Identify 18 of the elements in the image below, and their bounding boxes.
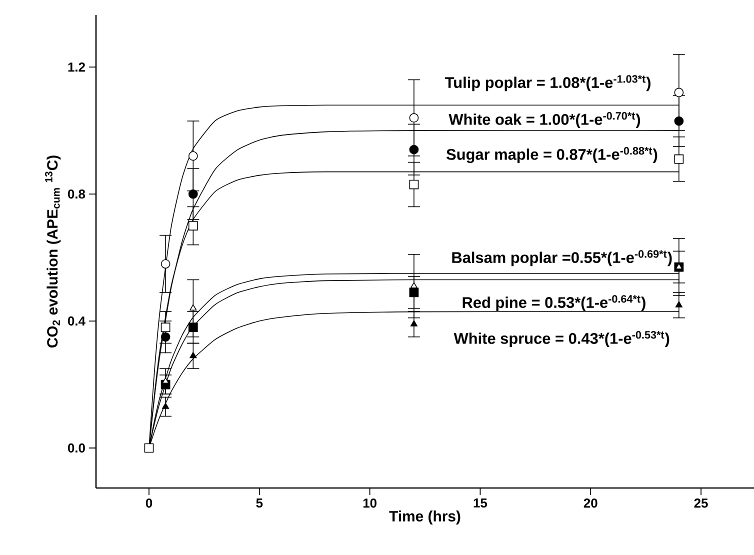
- y-tick-label: 1.2: [68, 62, 85, 72]
- annotation: Sugar maple = 0.87*(1-e$^{-0.88*t}$): [446, 146, 658, 164]
- x-tick-label: 10: [363, 498, 376, 508]
- annotation: Red pine = 0.53*(1-e$^{-0.64*t}$): [462, 295, 646, 312]
- x-tick-label: 25: [694, 498, 708, 508]
- annotation: Balsam poplar =0.55*(1-e$^{-0.69*t}$): [452, 250, 672, 266]
- x-axis-title: Time (hrs): [389, 510, 460, 524]
- x-tick-label: 20: [584, 498, 598, 508]
- y-tick-label: 0.8: [68, 189, 86, 199]
- x-tick-label: 5: [256, 498, 263, 508]
- x-tick-label: 15: [474, 498, 488, 508]
- annotation: Tulip poplar = 1.08*(1-e$^{-1.03*t}$): [445, 75, 650, 92]
- annotation: White oak = 1.00*(1-e$^{-0.70*t}$): [448, 112, 640, 128]
- x-tick-label: 0: [146, 498, 152, 508]
- y-tick-label: 0.0: [68, 443, 85, 453]
- y-tick-label: 0.4: [68, 316, 86, 326]
- y-axis-title: CO$_{2}$ evolution (APE$_{cum}$ $^{13}$C): [45, 156, 61, 348]
- annotation: White spruce = 0.43*(1-e$^{-0.53*t}$): [454, 331, 670, 347]
